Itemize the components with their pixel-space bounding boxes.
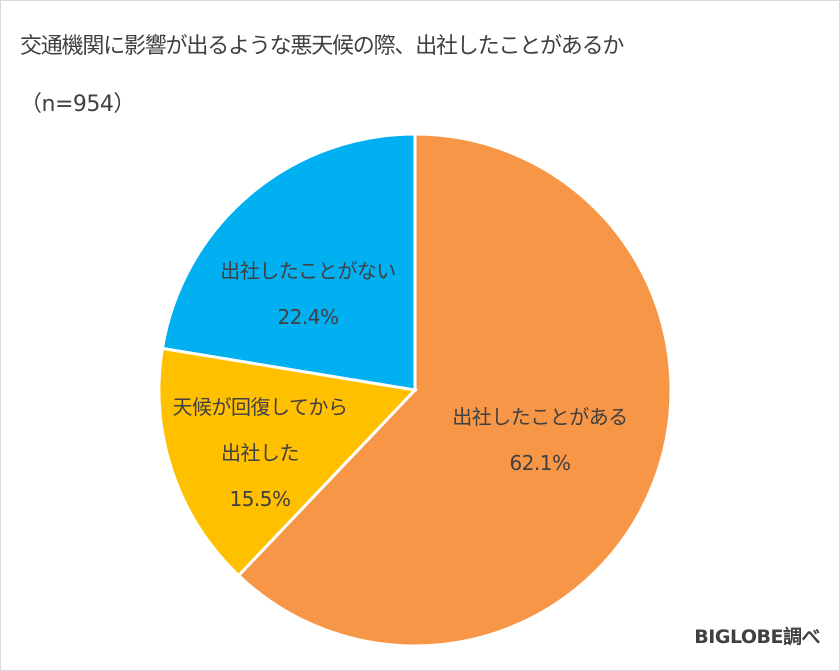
chart-title: 交通機関に影響が出るような悪天候の際、出社したことがあるか [20,34,624,59]
slice-went-to-work [236,132,673,648]
slice-after-recovery [157,346,419,578]
label-after-name-2: 出社した [221,441,300,465]
slice-never-went [160,132,417,392]
label-went-to-work: 出社したことがある 62.1% [430,394,650,486]
sample-size: （n=954） [20,92,135,117]
label-never-name: 出社したことがない [220,259,396,283]
label-never-went: 出社したことがない 22.4% [198,248,418,340]
label-after-name-1: 天候が回復してから [172,395,348,419]
source-credit: BIGLOBE調べ [694,626,820,648]
label-never-pct: 22.4% [277,305,339,329]
label-after-pct: 15.5% [229,487,291,511]
label-went-name: 出社したことがある [452,405,628,429]
label-went-pct: 62.1% [509,451,571,475]
label-after-recovery: 天候が回復してから 出社した 15.5% [150,384,370,522]
